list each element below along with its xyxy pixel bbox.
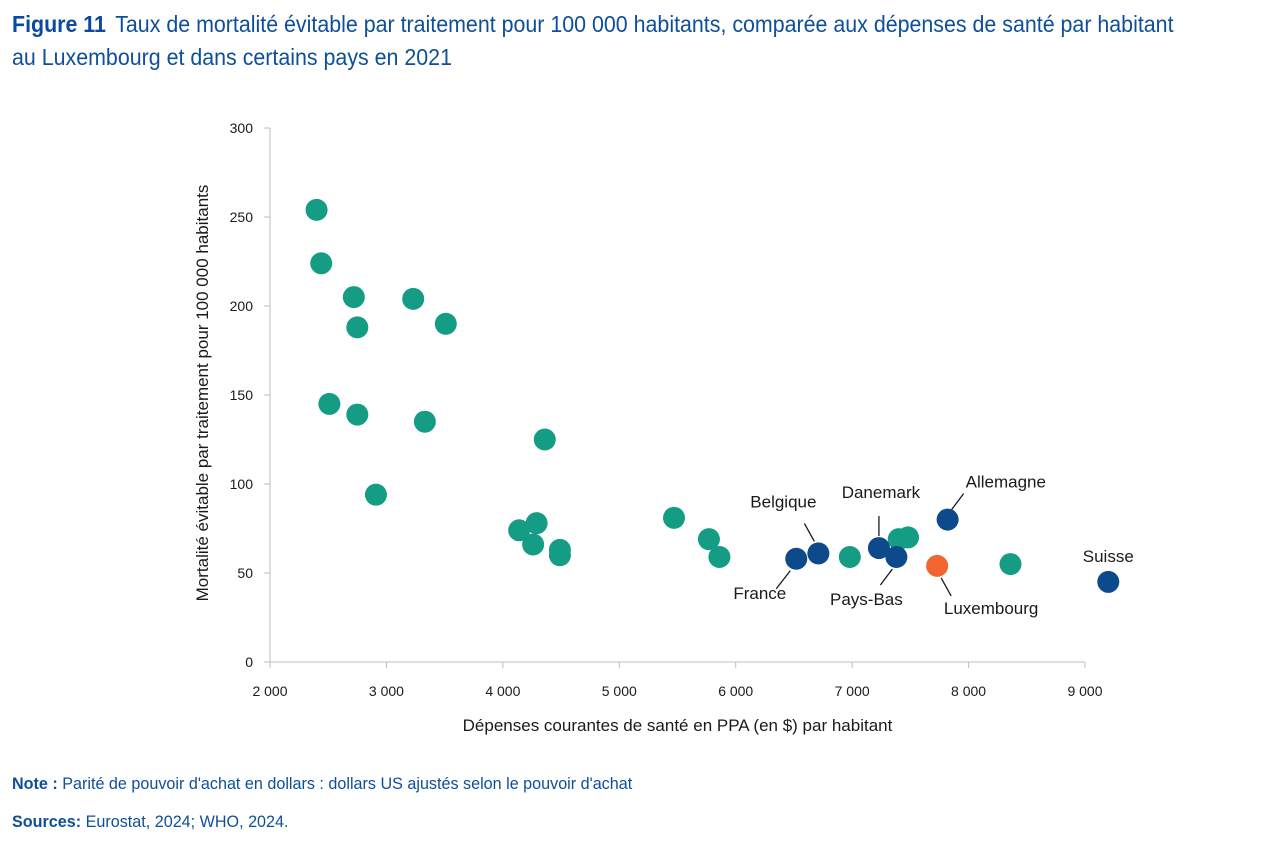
point-france: [785, 547, 808, 570]
y-tick-label: 50: [237, 565, 253, 581]
data-point: [318, 392, 341, 415]
point-labels: France Belgique Danemark Pays-Bas Allemagne S…: [733, 473, 1133, 618]
data-point: [413, 410, 436, 433]
y-tick-label: 300: [230, 120, 254, 136]
sources-text: Eurostat, 2024; WHO, 2024.: [85, 812, 289, 831]
data-point: [342, 286, 365, 309]
leader-line: [803, 523, 815, 542]
x-tick-label: 7 000: [835, 683, 870, 699]
data-points: [305, 198, 1120, 593]
leader-line: [775, 570, 791, 590]
axes: [264, 127, 1086, 668]
data-point: [708, 545, 731, 568]
note-text: Parité de pouvoir d'achat en dollars : d…: [62, 774, 633, 793]
data-point: [346, 316, 369, 339]
y-axis-title: Mortalité évitable par traitement pour 1…: [193, 185, 212, 602]
sources-line: Sources: Eurostat, 2024; WHO, 2024.: [12, 812, 288, 832]
y-tick-label: 200: [230, 298, 254, 314]
data-point: [346, 403, 369, 426]
y-tick-label: 250: [230, 209, 254, 225]
data-point: [434, 312, 457, 335]
data-point: [548, 544, 571, 567]
data-point: [663, 506, 686, 529]
data-point: [305, 198, 328, 221]
y-tick-label: 150: [230, 387, 254, 403]
label-belgique: Belgique: [750, 492, 816, 511]
y-tick-label: 0: [245, 654, 253, 670]
data-point: [508, 519, 531, 542]
leader-line: [879, 568, 893, 586]
note-line: Note : Parité de pouvoir d'achat en doll…: [12, 774, 632, 794]
point-pays-bas: [885, 545, 908, 568]
x-tick-label: 3 000: [369, 683, 404, 699]
data-point: [522, 533, 545, 556]
data-point: [897, 526, 920, 549]
data-point: [364, 483, 387, 506]
x-tick-label: 4 000: [485, 683, 520, 699]
leader-line: [951, 493, 965, 510]
point-belgique: [807, 542, 830, 565]
point-danemark: [867, 537, 890, 560]
point-luxembourg: [926, 554, 949, 577]
tick-labels: 0 50 100 150 200 250 300 2 000 3 000 4 000 5 000 6 …: [230, 120, 1103, 699]
x-tick-label: 8 000: [951, 683, 986, 699]
y-tick-label: 100: [230, 476, 254, 492]
x-tick-label: 5 000: [602, 683, 637, 699]
x-tick-label: 2 000: [252, 683, 287, 699]
data-point: [838, 545, 861, 568]
x-tick-label: 6 000: [718, 683, 753, 699]
label-france: France: [733, 584, 786, 603]
note-label: Note :: [12, 774, 58, 793]
sources-label: Sources:: [12, 812, 82, 831]
data-point: [525, 512, 548, 535]
label-leaders: [775, 493, 965, 597]
data-point: [310, 252, 333, 275]
x-axis-title: Dépenses courantes de santé en PPA (en $…: [463, 716, 893, 735]
data-point: [697, 528, 720, 551]
x-tick-label: 9 000: [1067, 683, 1102, 699]
label-pays-bas: Pays-Bas: [830, 590, 903, 609]
figure-title: Taux de mortalité évitable par traitemen…: [12, 11, 1174, 70]
figure-title-block: Figure 11 Taux de mortalité évitable par …: [12, 8, 1186, 74]
point-allemagne: [936, 508, 959, 531]
leader-line: [940, 577, 952, 597]
point-suisse: [1097, 570, 1120, 593]
data-point: [999, 553, 1022, 576]
figure-number: Figure 11: [12, 11, 106, 37]
data-point: [533, 428, 556, 451]
label-suisse: Suisse: [1083, 547, 1134, 566]
label-luxembourg: Luxembourg: [944, 599, 1039, 618]
label-allemagne: Allemagne: [966, 473, 1046, 492]
data-point: [402, 287, 425, 310]
label-danemark: Danemark: [842, 483, 921, 502]
